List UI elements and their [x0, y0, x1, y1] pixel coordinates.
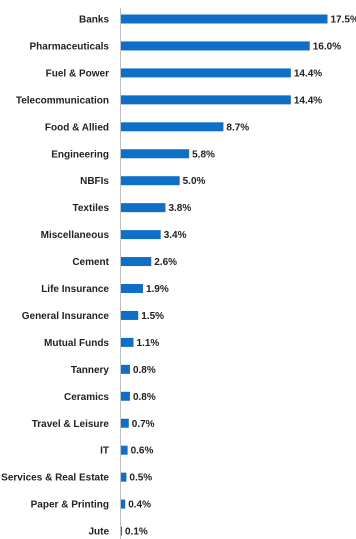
bars-group [120, 14, 328, 536]
category-label-14: Ceramics [64, 392, 109, 403]
value-label-4: 8.7% [226, 122, 249, 133]
category-label-17: Services & Real Estate [1, 473, 109, 484]
bar-14 [120, 391, 130, 401]
category-label-16: IT [100, 446, 109, 457]
bar-19 [120, 526, 122, 536]
value-label-12: 1.1% [137, 338, 160, 349]
bar-2 [120, 68, 291, 78]
value-label-10: 1.9% [146, 284, 169, 295]
bar-17 [120, 472, 127, 482]
bar-13 [120, 364, 130, 374]
value-label-11: 1.5% [141, 311, 164, 322]
value-label-2: 14.4% [294, 68, 322, 79]
category-label-7: Textiles [73, 203, 110, 214]
category-label-11: General Insurance [22, 311, 110, 322]
bar-6 [120, 176, 180, 186]
value-label-18: 0.4% [128, 500, 151, 511]
value-label-0: 17.5% [331, 15, 356, 26]
bar-11 [120, 310, 139, 320]
bar-9 [120, 257, 152, 267]
value-label-17: 0.5% [129, 473, 152, 484]
bar-1 [120, 41, 310, 51]
bar-7 [120, 203, 166, 213]
value-label-7: 3.8% [168, 203, 191, 214]
value-label-15: 0.7% [132, 419, 155, 430]
category-label-15: Travel & Leisure [32, 419, 110, 430]
category-label-1: Pharmaceuticals [30, 41, 110, 52]
value-label-19: 0.1% [125, 527, 148, 538]
category-label-18: Paper & Printing [31, 500, 109, 511]
value-label-16: 0.6% [131, 446, 154, 457]
value-label-8: 3.4% [164, 230, 187, 241]
bar-18 [120, 499, 126, 509]
bar-10 [120, 284, 143, 293]
value-label-3: 14.4% [294, 95, 322, 106]
category-label-5: Engineering [51, 149, 109, 160]
bar-4 [120, 122, 224, 132]
category-label-0: Banks [79, 15, 109, 26]
category-label-8: Miscellaneous [41, 230, 110, 241]
bar-16 [120, 445, 128, 455]
category-label-12: Mutual Funds [44, 338, 109, 349]
category-label-2: Fuel & Power [46, 68, 109, 79]
category-label-3: Telecommunication [16, 95, 109, 106]
category-label-13: Tannery [71, 365, 110, 376]
category-label-6: NBFIs [80, 176, 109, 187]
category-label-4: Food & Allied [45, 122, 109, 133]
bar-8 [120, 230, 161, 240]
bar-5 [120, 149, 190, 159]
bar-3 [120, 95, 291, 105]
value-label-6: 5.0% [183, 176, 206, 187]
bar-12 [120, 337, 134, 347]
value-label-13: 0.8% [133, 365, 156, 376]
category-labels-group: Banks Pharmaceuticals Fuel & Power Telecomm… [1, 15, 110, 538]
bar-0 [120, 14, 328, 24]
value-label-14: 0.8% [133, 392, 156, 403]
category-label-19: Jute [88, 527, 109, 538]
category-label-10: Life Insurance [41, 284, 109, 295]
category-label-9: Cement [72, 257, 109, 268]
value-label-5: 5.8% [192, 149, 215, 160]
value-labels-group: 17.5% 16.0% 14.4% 14.4% 8.7% 5.8% 5.0% 3.8% 3.4%… [125, 15, 356, 538]
bar-15 [120, 418, 129, 428]
value-label-9: 2.6% [154, 257, 177, 268]
value-label-1: 16.0% [313, 41, 341, 52]
